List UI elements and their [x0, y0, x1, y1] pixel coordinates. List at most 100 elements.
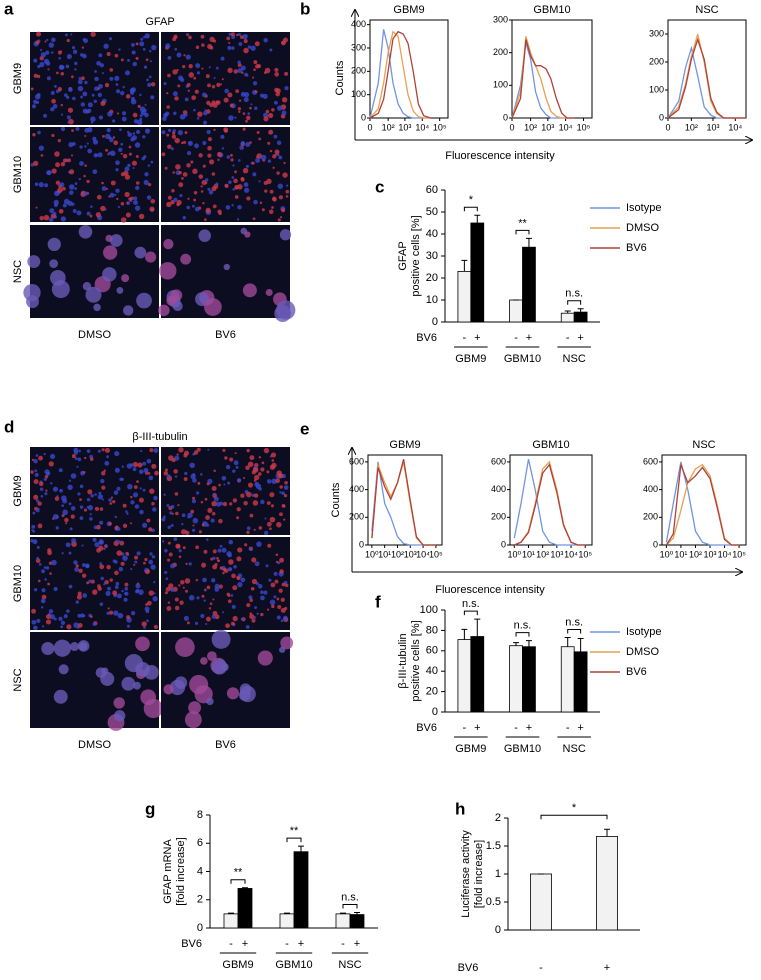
cell [125, 551, 129, 556]
cell [90, 579, 95, 584]
cell [227, 567, 233, 572]
histogram-curve [369, 29, 431, 119]
cell [209, 103, 214, 108]
cell [27, 255, 41, 269]
cell [236, 33, 239, 37]
cell [134, 246, 147, 259]
cell [88, 579, 92, 584]
cell [234, 186, 238, 190]
cell [128, 152, 132, 156]
cell [86, 142, 89, 145]
cell [106, 128, 111, 133]
cell [222, 571, 225, 575]
cell [122, 555, 128, 561]
cell [148, 49, 152, 53]
x-tick-label: GBM10 [275, 959, 312, 971]
cell [278, 473, 284, 479]
cell [177, 84, 181, 88]
cell [77, 79, 83, 85]
cell [84, 456, 87, 460]
x-tick-label: 10¹ [378, 549, 391, 559]
x-tick-label: GBM9 [455, 353, 486, 365]
x-tick-label: 0 [665, 122, 670, 132]
cell [235, 89, 240, 94]
cell [162, 116, 167, 121]
cell [276, 140, 282, 146]
cell [153, 581, 156, 584]
cell [126, 130, 130, 134]
cell [149, 60, 152, 63]
treatment-label: BV6 [181, 938, 202, 950]
cell [151, 501, 155, 506]
cell [192, 524, 195, 527]
cell [237, 107, 242, 111]
significance-label: n.s. [514, 620, 532, 632]
cell [60, 113, 64, 116]
cell [53, 617, 57, 621]
cell [134, 142, 141, 148]
x-tick-label: 10² [391, 549, 404, 559]
cell [228, 559, 234, 565]
cell [236, 516, 240, 520]
cell [64, 517, 69, 523]
cell [153, 448, 159, 454]
cell [281, 97, 288, 103]
cell [99, 507, 104, 511]
cell [35, 100, 40, 104]
cell [166, 133, 170, 137]
cell [252, 217, 256, 221]
bar [237, 888, 253, 929]
cell [119, 540, 125, 546]
cell [186, 82, 191, 87]
cell [92, 139, 99, 145]
cell [95, 212, 101, 218]
cell [132, 112, 138, 118]
y-axis-label: Luciferase activity [460, 830, 472, 918]
cell [212, 102, 218, 108]
image-title: β-III-tubulin [132, 431, 187, 443]
cell [120, 142, 124, 146]
cell [281, 582, 286, 587]
cell [109, 192, 115, 198]
cell [43, 452, 46, 456]
cell [225, 464, 231, 470]
cell [121, 274, 130, 283]
y-tick-label: 0 [361, 112, 366, 122]
cell [49, 572, 52, 575]
cell [237, 32, 242, 37]
error-bar [228, 912, 234, 914]
treatment-level: + [298, 938, 304, 950]
cell [281, 491, 285, 495]
cell [270, 452, 277, 458]
cell [193, 191, 198, 195]
error-bar [577, 638, 584, 652]
cell [196, 491, 200, 495]
cell [179, 193, 183, 198]
cell [163, 471, 168, 476]
cell [228, 180, 232, 185]
cell [253, 60, 258, 65]
cell [198, 229, 211, 242]
cell [190, 160, 194, 164]
cell [135, 42, 139, 46]
cell [232, 164, 235, 167]
cell [45, 50, 50, 55]
cell [131, 43, 135, 47]
cell [149, 552, 153, 556]
cell [86, 498, 91, 502]
cell [67, 107, 74, 113]
cell [104, 82, 110, 88]
cell [275, 88, 281, 94]
y-tick-label: 2 [197, 894, 203, 906]
cell [226, 592, 230, 597]
cell [37, 523, 43, 529]
cell [206, 697, 214, 706]
x-tick-label: 10¹ [674, 549, 687, 559]
cell [82, 593, 88, 598]
cell [136, 119, 143, 126]
cell [276, 300, 296, 320]
cell [256, 612, 259, 615]
cell [46, 38, 49, 42]
cell [112, 590, 118, 596]
cell [211, 512, 216, 516]
